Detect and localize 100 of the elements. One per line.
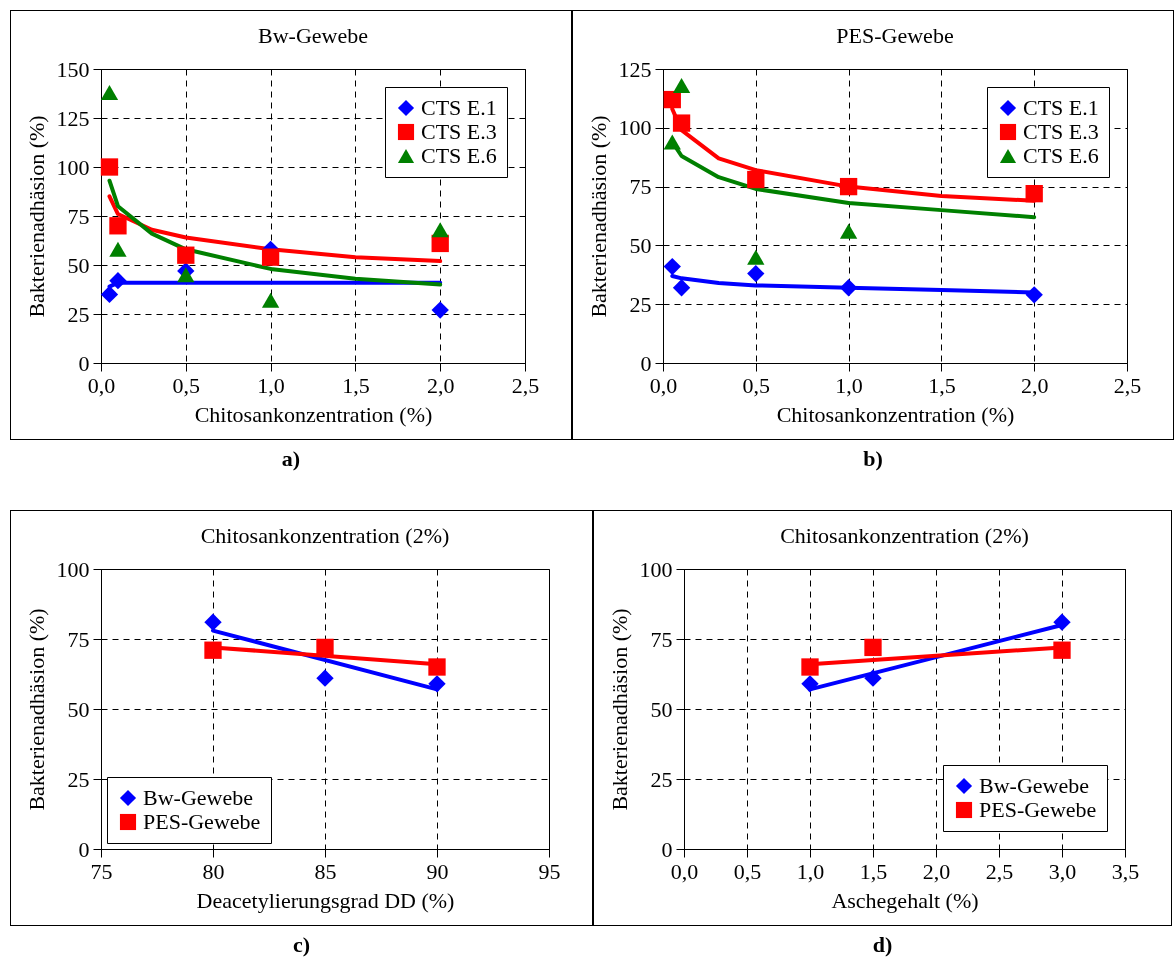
point [100,85,119,101]
x-tick-label: 2,5 [1113,372,1142,398]
y-tick-label: 50 [650,696,673,722]
x-tick-label: 1,5 [342,372,370,398]
y-tick-label: 50 [629,232,652,258]
x-tick-label: 3,0 [1048,858,1077,884]
text: a) [280,446,302,472]
point [431,301,449,319]
y-tick-label: 100 [639,556,673,582]
point [109,272,127,290]
legend-label: CTS E.1 [1023,95,1099,120]
legend-label: PES-Gewebe [979,797,1097,822]
point [1025,286,1043,304]
legend-label: CTS E.6 [421,143,497,168]
x-tick-label: 0,5 [733,858,762,884]
chart-title: Chitosankonzentration (2%) [780,523,1029,548]
y-tick-label: 150 [56,56,90,82]
y-tick-label: 100 [56,556,90,582]
chart-title: Bw-Gewebe [258,23,368,48]
point [801,658,819,676]
point [428,675,446,693]
x-tick-label: 3,5 [1111,858,1140,884]
point [428,658,446,676]
x-tick-label: 1,5 [859,858,888,884]
point [1025,185,1043,203]
y-tick-label: 75 [67,626,90,652]
x-tick-label: 1,0 [257,372,285,398]
y-tick-label: 25 [67,766,90,792]
point [747,170,765,189]
y-tick-label: 75 [629,174,652,200]
x-tick-label: 1,5 [928,372,956,398]
y-tick-label: 50 [67,696,90,722]
point [663,257,681,276]
x-tick-label: 2,0 [1020,372,1049,398]
y-tick-label: 0 [78,836,90,862]
x-axis-title: Chitosankonzentration (%) [194,401,433,427]
x-tick-label: 2,0 [922,858,951,884]
point [100,285,119,304]
y-tick-label: 0 [78,350,90,376]
point [204,613,222,631]
point [431,222,449,238]
y-tick-label: 100 [56,154,90,180]
point [109,241,127,257]
x-tick-label: 80 [202,858,225,884]
point [864,638,882,657]
x-tick-label: 95 [538,858,561,884]
x-tick-label: 2,5 [511,372,540,398]
legend-label: CTS E.3 [421,119,497,144]
text: d) [871,932,894,958]
y-tick-label: 125 [618,56,652,82]
text: b) [862,446,884,472]
x-tick-label: 85 [314,858,337,884]
point [839,279,858,297]
y-tick-label: 125 [56,105,90,131]
point [177,246,195,264]
point [316,669,334,687]
chart-title: Chitosankonzentration (2%) [200,523,450,548]
point [672,279,691,297]
y-axis-title: Bakterienadhäsion (%) [23,115,49,318]
point [100,158,119,176]
y-tick-label: 25 [650,766,673,792]
x-tick-label: 0,5 [742,372,771,398]
point [316,638,334,657]
x-axis-title: Deacetylierungsgrad DD (%) [196,887,455,913]
y-tick-label: 25 [629,291,652,317]
point [1053,613,1071,631]
legend-label: Bw-Gewebe [143,785,253,810]
y-tick-label: 0 [661,836,673,862]
x-tick-label: 0,0 [649,372,678,398]
x-tick-label: 1,0 [796,858,825,884]
point [261,292,280,308]
x-tick-label: 0,0 [670,858,699,884]
x-tick-label: 0,5 [172,372,201,398]
x-tick-label: 0,0 [87,372,116,398]
x-axis-title: Chitosankonzentration (%) [776,401,1015,427]
point [177,267,195,283]
legend-label: CTS E.6 [1023,143,1099,168]
y-axis-title: Bakterienadhäsion (%) [606,608,632,811]
chart-title: PES-Gewebe [836,23,954,48]
y-axis-title: Bakterienadhäsion (%) [23,608,49,811]
line-series [107,178,443,287]
y-tick-label: 75 [67,203,90,229]
legend-label: PES-Gewebe [143,809,261,834]
y-axis-title: Bakterienadhäsion (%) [585,115,611,318]
y-tick-label: 25 [67,301,90,327]
legend-label: Bw-Gewebe [979,773,1089,798]
point [864,669,882,687]
y-tick-label: 100 [618,115,652,141]
y-tick-label: 0 [640,350,652,376]
point [747,264,765,283]
legend-label: CTS E.1 [421,95,497,120]
x-axis-title: Aschegehalt (%) [831,887,979,913]
y-tick-label: 50 [67,252,90,278]
point [672,77,691,93]
x-tick-label: 1,0 [835,372,863,398]
point [204,641,222,659]
point [801,675,819,693]
point [839,177,858,196]
x-tick-label: 2,0 [426,372,455,398]
line-series [107,194,443,264]
